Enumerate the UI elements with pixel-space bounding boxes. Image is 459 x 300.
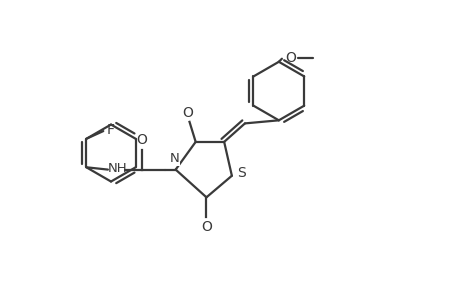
Text: O: O [284,51,295,65]
Text: O: O [136,133,147,147]
Text: O: O [201,220,212,234]
Text: F: F [106,123,114,136]
Text: S: S [237,167,246,180]
Text: NH: NH [107,162,127,175]
Text: O: O [182,106,193,120]
Text: N: N [170,152,179,165]
